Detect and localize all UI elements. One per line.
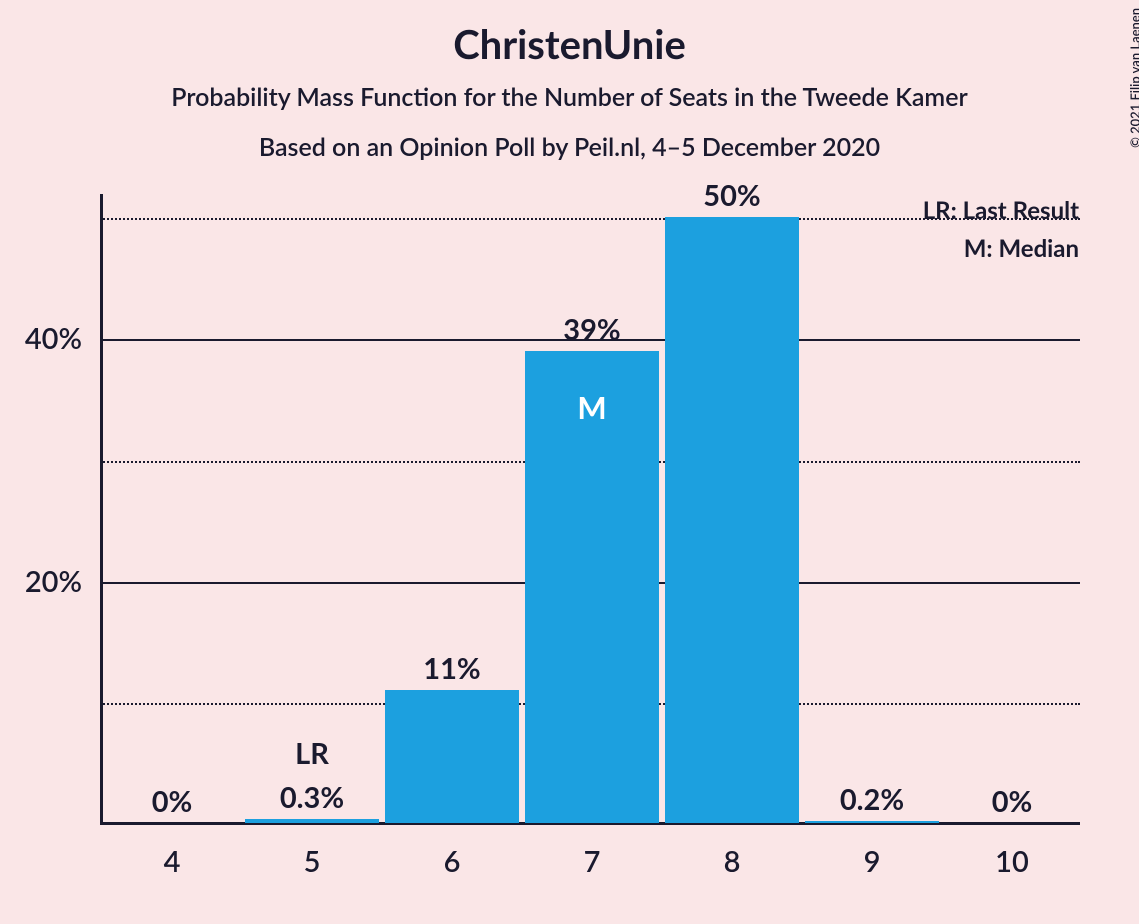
bar: [805, 821, 939, 823]
bar: [245, 819, 379, 823]
chart-subtitle-2: Based on an Opinion Poll by Peil.nl, 4–5…: [0, 132, 1139, 162]
x-tick-label: 8: [665, 844, 799, 879]
x-tick-label: 9: [805, 844, 939, 879]
y-tick-label: 20%: [2, 564, 82, 599]
bar-value-label: 0.3%: [245, 780, 379, 815]
bar-value-label: 0%: [105, 784, 239, 819]
lr-marker-label: LR: [245, 736, 379, 771]
y-axis-line: [100, 194, 103, 824]
bar: [665, 217, 799, 823]
chart-container: ChristenUnie Probability Mass Function f…: [0, 0, 1139, 924]
x-tick-label: 6: [385, 844, 519, 879]
bar-value-label: 0.2%: [805, 782, 939, 817]
y-tick-label: 40%: [2, 321, 82, 356]
median-marker-label: M: [525, 388, 659, 426]
bar: [385, 690, 519, 823]
x-tick-label: 5: [245, 844, 379, 879]
plot-area: 20%40%0%40.3%LR511%639%M750%80.2%90%10: [100, 194, 1080, 824]
bar-value-label: 50%: [665, 178, 799, 213]
legend-lr: LR: Last Result: [923, 196, 1079, 225]
legend-m: M: Median: [964, 234, 1079, 263]
copyright-text: © 2021 Filip van Laenen: [1127, 8, 1139, 148]
x-tick-label: 7: [525, 844, 659, 879]
bar-value-label: 39%: [525, 312, 659, 347]
chart-title: ChristenUnie: [0, 20, 1139, 68]
x-tick-label: 10: [945, 844, 1079, 879]
x-tick-label: 4: [105, 844, 239, 879]
chart-subtitle-1: Probability Mass Function for the Number…: [0, 82, 1139, 112]
bar-value-label: 0%: [945, 784, 1079, 819]
bar-value-label: 11%: [385, 651, 519, 686]
